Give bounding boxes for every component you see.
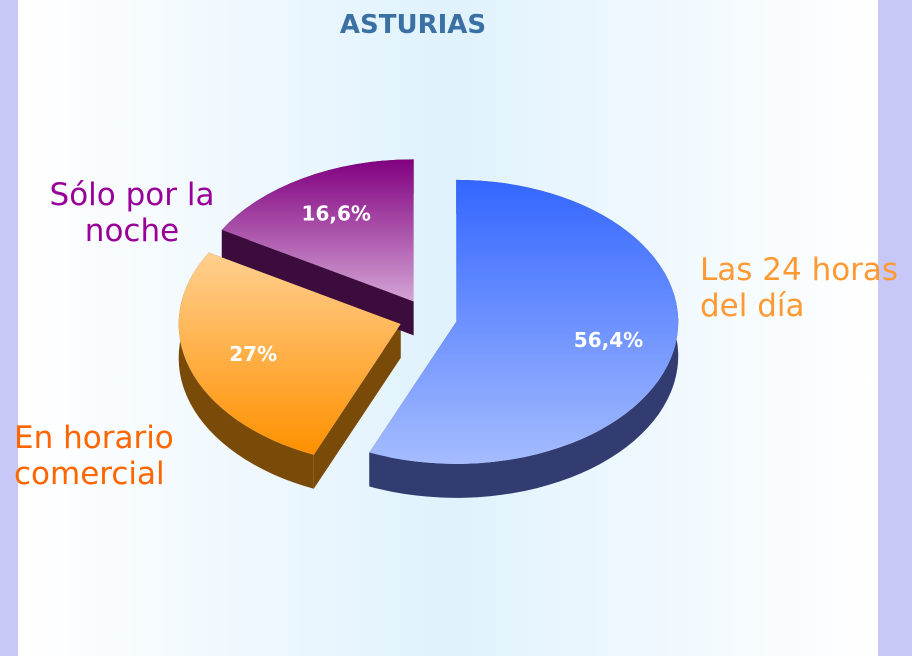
- slice-side: [178, 252, 314, 489]
- category-label: Las 24 horas del día: [700, 252, 899, 324]
- slice: [369, 179, 679, 464]
- slice: [221, 159, 414, 302]
- panel: [18, 0, 878, 656]
- category-label: En horario comercial: [14, 420, 174, 492]
- slice: [178, 252, 401, 455]
- slice-edge: [313, 324, 401, 489]
- value-label: 16,6%: [302, 202, 371, 226]
- slice-side: [369, 179, 679, 498]
- value-label: 56,4%: [574, 328, 643, 352]
- chart-title: ASTURIAS: [339, 10, 487, 40]
- category-label: Sólo por la noche: [49, 177, 215, 249]
- value-label: 27%: [229, 342, 277, 366]
- slice-edge: [221, 229, 414, 336]
